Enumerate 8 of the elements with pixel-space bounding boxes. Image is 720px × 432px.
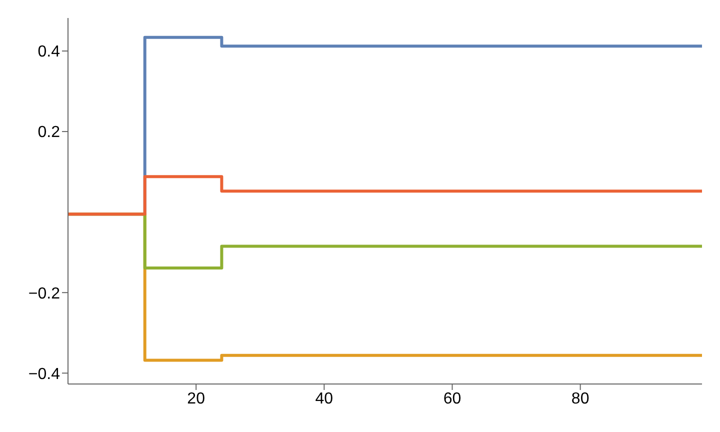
x-tick-label: 40 bbox=[315, 390, 334, 408]
x-tick-label: 20 bbox=[187, 390, 206, 408]
x-tick-label: 60 bbox=[443, 390, 462, 408]
x-tick-label: 80 bbox=[571, 390, 590, 408]
y-tick-label: 0.4 bbox=[38, 44, 60, 61]
y-tick-label: −0.2 bbox=[28, 285, 60, 302]
y-tick-label: −0.4 bbox=[28, 366, 60, 383]
y-tick-label: 0.2 bbox=[38, 124, 60, 142]
